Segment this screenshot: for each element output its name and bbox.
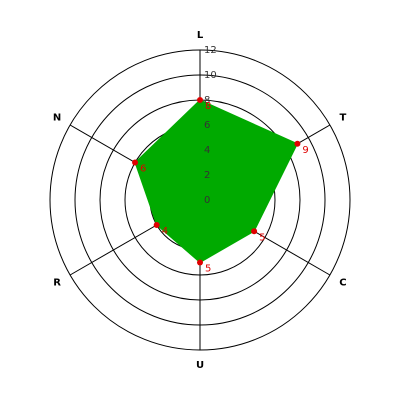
data-point (294, 140, 301, 147)
tick-label: 12 (204, 45, 217, 56)
axis-label: U (196, 360, 204, 371)
data-point (132, 159, 139, 166)
axis-label: L (197, 30, 204, 41)
tick-label: 4 (204, 145, 210, 156)
tick-label: 6 (204, 120, 210, 131)
axis-label: N (53, 113, 61, 124)
tick-label: 0 (204, 195, 210, 206)
tick-label: 2 (204, 170, 210, 181)
data-area (134, 99, 299, 264)
value-label: 9 (302, 145, 308, 156)
data-point (153, 222, 160, 228)
axis-label: T (339, 113, 346, 124)
tick-label: 8 (204, 95, 210, 106)
value-label: 6 (140, 164, 146, 175)
tick-label: 10 (204, 70, 217, 81)
data-point (251, 228, 258, 235)
axis-label: R (53, 278, 61, 289)
value-label: 5 (259, 232, 265, 243)
value-label: 8 (205, 101, 211, 112)
value-label: 5 (205, 264, 211, 275)
data-point (197, 259, 203, 266)
value-label: 4 (162, 226, 168, 237)
data-point (197, 97, 203, 103)
axis-label: C (339, 278, 346, 289)
